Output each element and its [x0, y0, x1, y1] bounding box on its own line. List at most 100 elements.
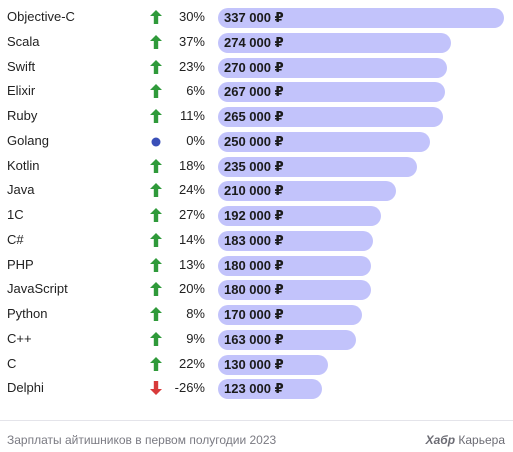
value-label: 235 000 ₽ [224, 158, 284, 174]
category-label: Delphi [7, 380, 44, 396]
category-label: Objective-C [7, 9, 75, 24]
category-label: JavaScript [7, 281, 68, 297]
change-label: 13% [178, 256, 205, 272]
value-label: 130 000 ₽ [224, 356, 284, 372]
dot-icon [148, 131, 164, 151]
category-label: Scala [7, 33, 40, 49]
chart-row: Delphi -26% 123 000 ₽ [0, 376, 513, 400]
change-label: 20% [178, 281, 205, 297]
bar [218, 82, 445, 103]
bar [218, 379, 322, 400]
chart-row: Python 8% 170 000 ₽ [0, 302, 513, 326]
arrow-up-icon [148, 32, 164, 52]
value-label: 183 000 ₽ [224, 232, 284, 248]
category-label: Swift [7, 58, 36, 74]
arrow-up-icon [148, 304, 164, 324]
change-label: 0% [186, 132, 205, 148]
bar [218, 354, 328, 375]
value-label: 163 000 ₽ [224, 331, 284, 347]
bar [218, 280, 371, 301]
brand-logo: Хабр Карьера [426, 433, 505, 447]
brand-name: Хабр [425, 433, 456, 447]
change-label: 27% [178, 207, 205, 222]
chart-row: Golang 0% 250 000 ₽ [0, 129, 513, 153]
bar [218, 255, 371, 276]
value-label: 337 000 ₽ [224, 10, 284, 25]
arrow-up-icon [148, 57, 164, 77]
value-label: 267 000 ₽ [224, 84, 284, 100]
category-label: PHP [7, 256, 34, 272]
change-label: -26% [174, 380, 205, 396]
category-label: Kotlin [7, 157, 40, 173]
chart-row: Swift 23% 270 000 ₽ [0, 55, 513, 79]
arrow-up-icon [148, 329, 164, 349]
chart-footer: Зарплаты айтишников в первом полугодии 2… [0, 420, 513, 452]
chart-row: Ruby 11% 265 000 ₽ [0, 104, 513, 128]
bar [218, 32, 451, 53]
chart-row: C# 14% 183 000 ₽ [0, 228, 513, 252]
value-label: 180 000 ₽ [224, 257, 284, 273]
bar [218, 181, 396, 202]
bar [218, 305, 362, 325]
category-label: Golang [7, 132, 49, 148]
value-label: 210 000 ₽ [224, 183, 284, 199]
value-label: 170 000 ₽ [224, 307, 284, 322]
chart-row: 1C 27% 192 000 ₽ [0, 203, 513, 227]
category-label: C [7, 355, 17, 371]
value-label: 192 000 ₽ [224, 208, 284, 223]
category-label: 1C [7, 207, 24, 222]
bar [218, 230, 373, 251]
chart-row: Objective-C 30% 337 000 ₽ [0, 5, 513, 29]
value-label: 274 000 ₽ [224, 34, 284, 50]
chart-row: Scala 37% 274 000 ₽ [0, 30, 513, 54]
arrow-up-icon [148, 81, 164, 101]
category-label: Ruby [7, 108, 38, 123]
value-label: 250 000 ₽ [224, 133, 284, 149]
chart-row: Elixir 6% 267 000 ₽ [0, 79, 513, 103]
change-label: 6% [186, 83, 205, 99]
category-label: Elixir [7, 83, 36, 99]
chart-row: C 22% 130 000 ₽ [0, 352, 513, 376]
value-label: 180 000 ₽ [224, 282, 284, 298]
change-label: 8% [186, 306, 205, 321]
arrow-up-icon [148, 180, 164, 200]
change-label: 18% [178, 157, 205, 173]
bar [218, 156, 417, 177]
salary-bar-chart: Objective-C 30% 337 000 ₽ Scala 37% 274 000 ₽… [0, 5, 513, 400]
arrow-up-icon [148, 156, 164, 176]
arrow-up-icon [148, 279, 164, 299]
bar [218, 329, 356, 350]
change-label: 9% [186, 330, 205, 346]
chart-row: Kotlin 18% 235 000 ₽ [0, 154, 513, 178]
value-label: 265 000 ₽ [224, 109, 284, 124]
change-label: 22% [178, 355, 205, 371]
bar [218, 8, 504, 28]
chart-row: Java 24% 210 000 ₽ [0, 178, 513, 202]
category-label: C# [7, 231, 24, 247]
chart-caption: Зарплаты айтишников в первом полугодии 2… [7, 433, 277, 447]
bar [218, 206, 381, 226]
arrow-up-icon [148, 106, 164, 126]
arrow-up-icon [148, 255, 164, 275]
change-label: 24% [178, 182, 205, 198]
change-label: 14% [178, 231, 205, 247]
category-label: C++ [7, 330, 32, 346]
arrow-up-icon [148, 354, 164, 374]
category-label: Java [7, 182, 35, 198]
arrow-up-icon [148, 205, 164, 225]
bar [218, 57, 447, 78]
value-label: 270 000 ₽ [224, 59, 284, 75]
category-label: Python [7, 306, 48, 321]
chart-row: C++ 9% 163 000 ₽ [0, 327, 513, 351]
value-label: 123 000 ₽ [224, 381, 284, 397]
change-label: 23% [178, 58, 205, 74]
arrow-up-icon [148, 230, 164, 250]
arrow-up-icon [148, 7, 164, 27]
change-label: 37% [178, 33, 205, 49]
change-label: 30% [178, 9, 205, 24]
chart-row: JavaScript 20% 180 000 ₽ [0, 277, 513, 301]
bar [218, 107, 443, 127]
bar [218, 131, 430, 152]
brand-suffix: Карьера [455, 433, 505, 447]
chart-row: PHP 13% 180 000 ₽ [0, 253, 513, 277]
